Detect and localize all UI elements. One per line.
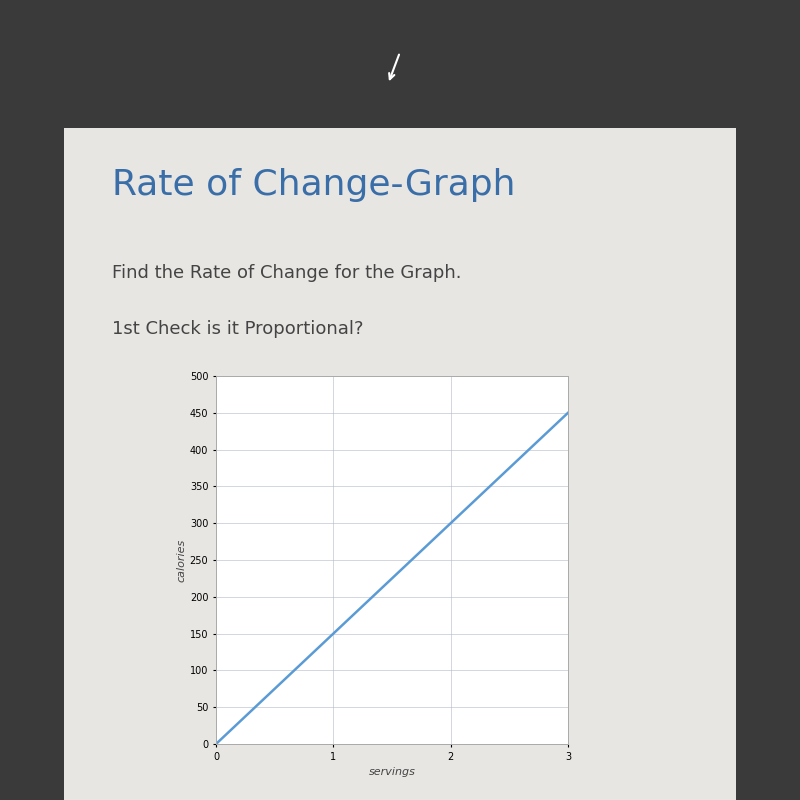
Text: 1st Check is it Proportional?: 1st Check is it Proportional? [112, 320, 363, 338]
Text: Find the Rate of Change for the Graph.: Find the Rate of Change for the Graph. [112, 264, 462, 282]
Text: Rate of Change-Graph: Rate of Change-Graph [112, 168, 515, 202]
FancyBboxPatch shape [64, 128, 736, 800]
X-axis label: servings: servings [369, 767, 415, 777]
Y-axis label: calories: calories [177, 538, 187, 582]
